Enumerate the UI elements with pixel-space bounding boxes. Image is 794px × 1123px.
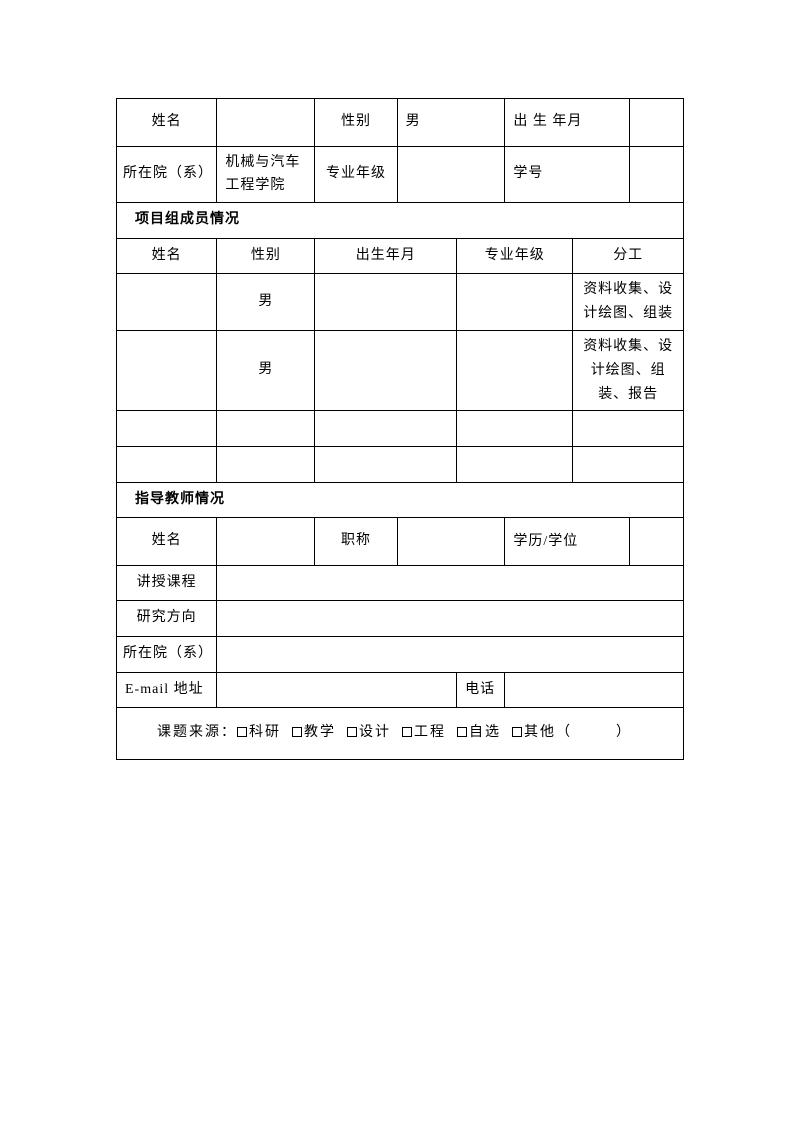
member-name <box>117 411 217 447</box>
member-birth <box>315 446 457 482</box>
members-col-role: 分工 <box>573 238 684 274</box>
label-adv-course: 讲授课程 <box>117 565 217 601</box>
checkbox-icon[interactable] <box>512 727 522 737</box>
member-grade <box>457 411 573 447</box>
member-gender <box>217 411 315 447</box>
value-adv-degree <box>630 518 684 566</box>
source-opt: 工程 <box>414 725 446 740</box>
members-col-name: 姓名 <box>117 238 217 274</box>
checkbox-icon[interactable] <box>237 727 247 737</box>
label-grade: 专业年级 <box>315 146 397 203</box>
value-name <box>217 99 315 147</box>
label-adv-name: 姓名 <box>117 518 217 566</box>
source-opt: 教学 <box>304 725 336 740</box>
member-name <box>117 274 217 331</box>
label-birth: 出 生 年月 <box>505 99 630 147</box>
label-dept: 所在院（系） <box>117 146 217 203</box>
source-other-open: 其他（ <box>524 725 572 740</box>
value-student-id <box>630 146 684 203</box>
member-grade <box>457 330 573 410</box>
members-col-birth: 出生年月 <box>315 238 457 274</box>
source-opt: 科研 <box>249 725 281 740</box>
checkbox-icon[interactable] <box>402 727 412 737</box>
section-members-title: 项目组成员情况 <box>117 203 684 239</box>
member-role: 资料收集、设计绘图、组装 <box>573 274 684 331</box>
value-gender: 男 <box>397 99 505 147</box>
form-page: 姓名 性别 男 出 生 年月 所在院（系） 机械与汽车工程学院 专业年级 学号 … <box>0 0 794 760</box>
value-adv-title <box>397 518 505 566</box>
member-grade <box>457 446 573 482</box>
source-prefix: 课题来源： <box>157 725 237 740</box>
member-role: 资料收集、设计绘图、组装、报告 <box>573 330 684 410</box>
member-grade <box>457 274 573 331</box>
member-gender: 男 <box>217 274 315 331</box>
source-opt: 设计 <box>359 725 391 740</box>
members-col-grade: 专业年级 <box>457 238 573 274</box>
label-student-id: 学号 <box>505 146 630 203</box>
member-gender: 男 <box>217 330 315 410</box>
member-birth <box>315 274 457 331</box>
value-adv-dept <box>217 636 684 672</box>
label-adv-research: 研究方向 <box>117 601 217 637</box>
member-name <box>117 330 217 410</box>
checkbox-icon[interactable] <box>292 727 302 737</box>
source-opt: 自选 <box>469 725 501 740</box>
member-name <box>117 446 217 482</box>
value-adv-name <box>217 518 315 566</box>
topic-source-row: 课题来源： 科研 教学 设计 工程 自选 其他（ ） <box>117 708 684 760</box>
label-name: 姓名 <box>117 99 217 147</box>
value-adv-email <box>217 672 457 708</box>
value-dept: 机械与汽车工程学院 <box>217 146 315 203</box>
value-adv-phone <box>505 672 684 708</box>
form-table: 姓名 性别 男 出 生 年月 所在院（系） 机械与汽车工程学院 专业年级 学号 … <box>116 98 684 760</box>
checkbox-icon[interactable] <box>347 727 357 737</box>
section-advisor-title: 指导教师情况 <box>117 482 684 518</box>
label-adv-phone: 电话 <box>457 672 505 708</box>
value-adv-course <box>217 565 684 601</box>
label-adv-title: 职称 <box>315 518 397 566</box>
checkbox-icon[interactable] <box>457 727 467 737</box>
label-adv-email: E-mail 地址 <box>117 672 217 708</box>
label-adv-dept: 所在院（系） <box>117 636 217 672</box>
member-birth <box>315 330 457 410</box>
member-role <box>573 411 684 447</box>
member-birth <box>315 411 457 447</box>
value-adv-research <box>217 601 684 637</box>
members-col-gender: 性别 <box>217 238 315 274</box>
label-adv-degree: 学历/学位 <box>505 518 630 566</box>
value-birth <box>630 99 684 147</box>
label-gender: 性别 <box>315 99 397 147</box>
member-role <box>573 446 684 482</box>
value-grade <box>397 146 505 203</box>
member-gender <box>217 446 315 482</box>
source-other-close: ） <box>616 725 632 740</box>
